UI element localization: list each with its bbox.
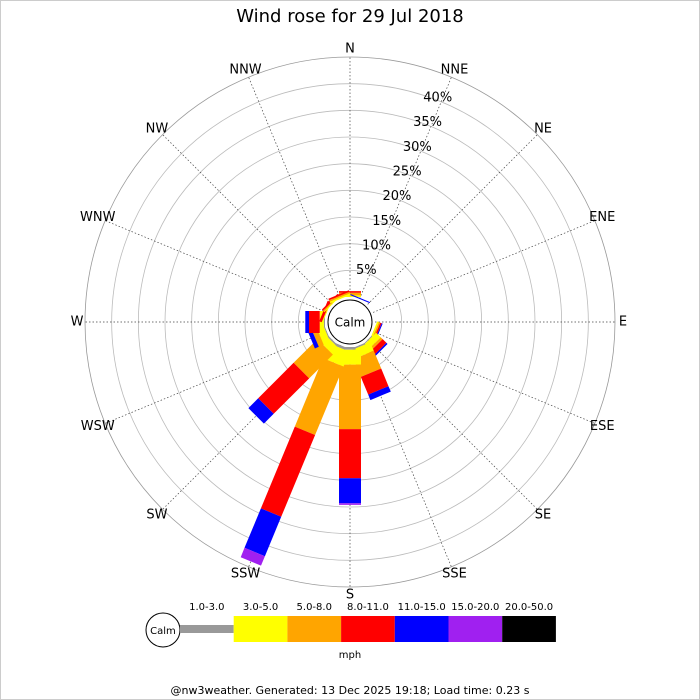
bar-segment	[323, 316, 325, 328]
direction-label: SSE	[442, 567, 467, 582]
bar-segment	[244, 508, 282, 557]
outer-ring	[84, 56, 616, 588]
legend-swatch	[394, 616, 449, 642]
direction-label: WSW	[81, 419, 115, 434]
ring-label: 35%	[413, 115, 442, 130]
ring-label: 40%	[423, 91, 452, 106]
bar-segment	[339, 429, 361, 479]
bar-segment	[323, 326, 329, 338]
direction-label: NW	[146, 121, 169, 136]
ring	[111, 83, 589, 561]
bar-segment	[339, 503, 361, 505]
bar-segment	[260, 426, 316, 517]
bar-segment	[309, 311, 320, 333]
spoke	[367, 134, 538, 305]
spoke	[372, 331, 595, 424]
bar-segment	[334, 343, 346, 350]
spoke	[105, 220, 328, 313]
bar-segment	[339, 478, 361, 504]
bar-segment	[354, 343, 366, 349]
ring	[164, 136, 536, 508]
legend-label: 8.0-11.0	[347, 602, 389, 613]
spoke	[248, 77, 341, 300]
legend-swatch	[502, 616, 556, 642]
bar-segment	[363, 335, 373, 345]
direction-label: E	[619, 315, 627, 330]
legend-label: 5.0-8.0	[297, 602, 332, 613]
direction-label: ENE	[589, 210, 615, 225]
ring-label: 15%	[372, 214, 401, 229]
calm-circle	[327, 299, 373, 345]
bar-segment	[327, 335, 337, 345]
direction-label: W	[71, 315, 84, 330]
calm-label: Calm	[335, 316, 366, 330]
legend-swatch	[448, 616, 503, 642]
legend-swatch	[341, 616, 395, 642]
calm: Calm	[327, 299, 373, 345]
ring-label: 30%	[403, 140, 432, 155]
bar-segment	[344, 347, 356, 350]
bar-segment	[258, 362, 310, 414]
bar-segment	[305, 311, 309, 333]
spoke	[367, 339, 538, 510]
direction-label: S	[346, 588, 354, 603]
bar-segment	[328, 290, 350, 301]
bars	[240, 290, 391, 566]
ring-label: 25%	[393, 165, 422, 180]
legend-swatch	[287, 616, 342, 642]
spoke	[105, 331, 328, 424]
ring-label: 5%	[356, 263, 377, 278]
bar-segment	[294, 358, 344, 435]
ring-label: 20%	[382, 189, 411, 204]
legend-label: 20.0-50.0	[505, 602, 553, 613]
bar-segment	[339, 291, 361, 293]
direction-label: NNW	[229, 62, 261, 77]
legend-calm-label: Calm	[150, 626, 176, 637]
bar-segment	[349, 293, 371, 304]
chart-title: Wind rose for 29 Jul 2018	[236, 6, 464, 27]
direction-label: NNE	[441, 62, 469, 77]
bar-segment	[339, 364, 361, 430]
direction-label: ESE	[590, 419, 615, 434]
legend-label: 15.0-20.0	[451, 602, 499, 613]
direction-label: SSW	[231, 567, 261, 582]
footer: @nw3weather. Generated: 13 Dec 2025 19:1…	[171, 684, 530, 697]
direction-label: SE	[535, 508, 551, 523]
legend: Calm mph 1.0-3.0 3.0-5.0 5.0-8.0 8.0-11.0 11…	[145, 602, 556, 661]
bar-segment	[368, 386, 391, 401]
spoke	[162, 134, 333, 305]
legend-label: 3.0-5.0	[243, 602, 278, 613]
direction-label: WNW	[80, 210, 116, 225]
bar-segment	[360, 368, 389, 395]
spoke	[359, 77, 452, 300]
grid: N NNE NE ENE E ESE SE SSE S SSW SW WSW W WNW NW NNW 5% 10…	[71, 42, 628, 603]
direction-label: SW	[146, 508, 167, 523]
bar-segment	[329, 293, 351, 304]
legend-unit: mph	[339, 650, 361, 661]
legend-swatch	[233, 616, 288, 642]
legend-label: 1.0-3.0	[189, 602, 224, 613]
legend-swatch	[180, 625, 234, 633]
ring-label: 10%	[362, 238, 391, 253]
bar-segment	[248, 398, 274, 424]
bar-segment	[240, 547, 265, 566]
direction-label: NE	[534, 121, 552, 136]
legend-label: 11.0-15.0	[398, 602, 446, 613]
bar-segment	[329, 291, 350, 302]
bar-segment	[293, 339, 333, 379]
direction-label: N	[345, 42, 355, 57]
spoke	[372, 220, 595, 313]
